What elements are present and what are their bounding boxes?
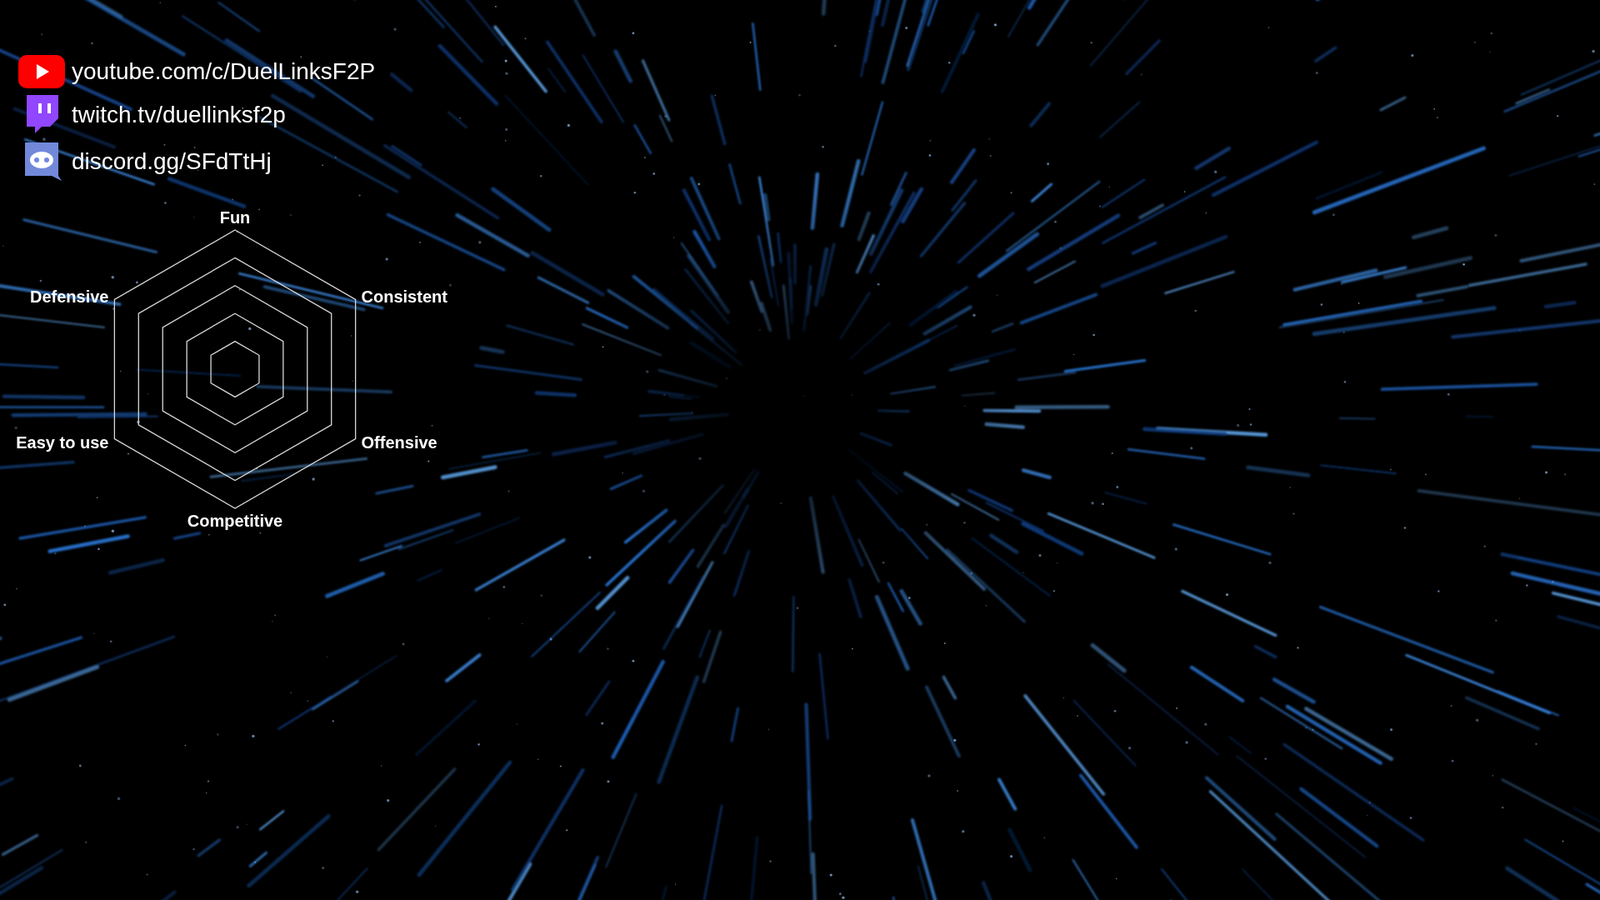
svg-text:Competitive: Competitive <box>187 511 283 530</box>
svg-text:Consistent: Consistent <box>361 287 449 306</box>
svg-text:Easy to use: Easy to use <box>15 433 109 452</box>
html-text:twitch.tv/duellinksf2p: twitch.tv/duellinksf2p <box>71 101 286 128</box>
svg-text:Offensive: Offensive <box>361 433 438 452</box>
html-text:discord.gg/SFdTtHj: discord.gg/SFdTtHj <box>71 148 272 175</box>
html-text:youtube.com/c/DuelLinksF2P: youtube.com/c/DuelLinksF2P <box>71 58 376 85</box>
svg-text:Defensive: Defensive <box>30 287 110 306</box>
svg-text:Fun: Fun <box>220 208 251 227</box>
